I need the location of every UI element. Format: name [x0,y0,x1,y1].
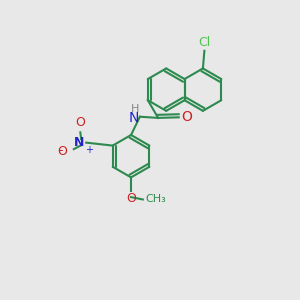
Text: O: O [58,145,67,158]
Text: O: O [126,192,136,206]
Text: N: N [74,136,85,149]
Text: Cl: Cl [198,36,211,49]
Text: H: H [131,104,139,114]
Text: CH₃: CH₃ [146,194,166,205]
Text: O: O [181,110,192,124]
Text: -: - [59,144,63,157]
Text: N: N [129,111,139,125]
Text: O: O [75,116,85,129]
Text: +: + [85,145,93,155]
